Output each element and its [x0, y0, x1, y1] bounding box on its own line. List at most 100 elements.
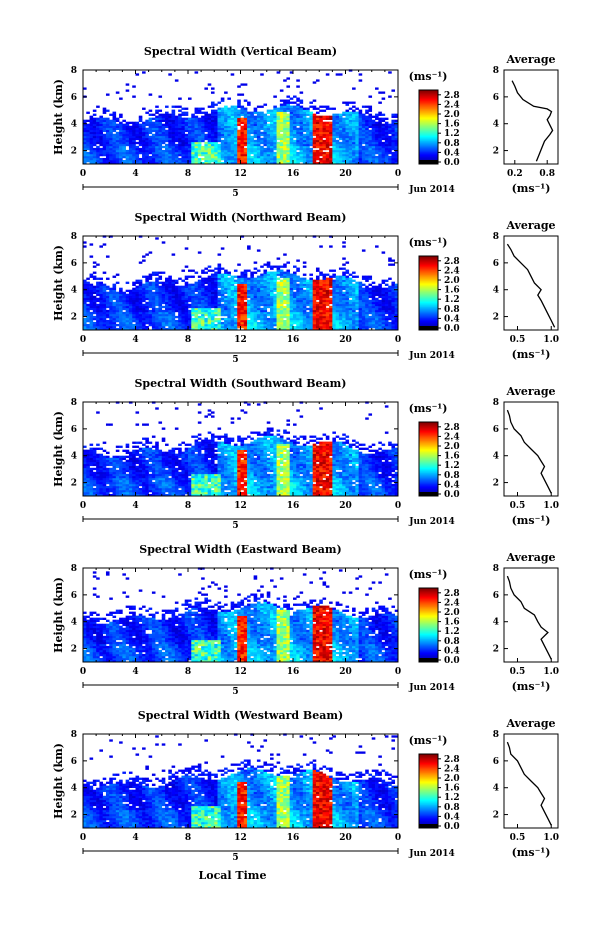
heatmap-cell [250, 277, 254, 280]
heatmap-cell [83, 131, 87, 135]
heatmap-cell [289, 137, 294, 141]
heatmap-cell [312, 141, 317, 145]
heatmap-cell [296, 313, 300, 317]
heatmap-cell [204, 303, 208, 307]
heatmap-cell [253, 279, 258, 282]
heatmap-cell [237, 301, 241, 305]
heatmap-cell [319, 273, 323, 276]
heatmap-cell [283, 103, 287, 106]
heatmap-cell [322, 129, 327, 133]
heatmap-cell [371, 151, 376, 155]
heatmap-cell [365, 317, 369, 321]
heatmap-cell [329, 315, 333, 319]
heatmap-cell [306, 159, 310, 163]
heatmap-cell [220, 139, 225, 143]
heatmap-cell [161, 283, 166, 286]
heatmap-cell [329, 133, 333, 137]
heatmap-cell [391, 119, 396, 122]
heatmap-cell [220, 323, 225, 327]
heatmap-cell [86, 141, 90, 145]
heatmap-cell [283, 311, 287, 315]
heatmap-cell [243, 119, 248, 122]
heatmap-cell [158, 113, 163, 116]
heatmap-cell [335, 161, 340, 165]
heatmap-cell [227, 307, 231, 311]
heatmap-cell [168, 141, 172, 145]
heatmap-cell [240, 155, 245, 159]
heatmap-cell [102, 315, 107, 319]
heatmap-cell [293, 309, 297, 313]
heatmap-cell [358, 147, 363, 151]
heatmap-cell [306, 313, 310, 317]
heatmap-cell [142, 141, 146, 145]
heatmap-cell [365, 321, 369, 325]
heatmap-cell [283, 305, 287, 309]
heatmap-cell [312, 149, 317, 153]
heatmap-cell [247, 307, 251, 311]
heatmap-cell [342, 119, 346, 122]
heatmap-cell [240, 109, 245, 112]
heatmap-cell [309, 139, 313, 143]
heatmap-cell [210, 283, 215, 286]
heatmap-cell [109, 159, 113, 163]
heatmap-cell [224, 309, 228, 313]
heatmap-cell [220, 283, 225, 286]
heatmap-cell [378, 141, 382, 145]
heatmap-cell [132, 293, 136, 297]
heatmap-cell [306, 153, 310, 157]
heatmap-cell [296, 123, 300, 127]
heatmap-cell [102, 319, 107, 323]
heatmap-cell [250, 159, 254, 163]
heatmap-cell [263, 121, 268, 125]
heatmap-cell [214, 131, 218, 135]
heatmap-cell [168, 289, 172, 293]
heatmap-cell [384, 149, 389, 153]
heatmap-cell [368, 95, 373, 98]
heatmap-cell [102, 157, 107, 161]
heatmap-cell [191, 159, 195, 163]
heatmap-cell [204, 285, 208, 288]
heatmap-cell [148, 113, 153, 116]
heatmap-cell [361, 275, 366, 278]
heatmap-cell [233, 133, 238, 137]
heatmap-cell [325, 105, 330, 108]
heatmap-cell [296, 137, 300, 141]
heatmap-cell [171, 121, 176, 125]
heatmap-cell [329, 123, 333, 127]
heatmap-cell [322, 153, 327, 157]
heatmap-cell [253, 277, 258, 280]
heatmap-cell [158, 287, 163, 291]
heatmap-cell [201, 325, 205, 329]
heatmap-cell [237, 123, 241, 127]
heatmap-cell [296, 117, 300, 120]
heatmap-cell [286, 299, 291, 303]
heatmap-cell [210, 291, 215, 295]
heatmap-cell [309, 293, 313, 297]
heatmap-cell [358, 285, 363, 288]
heatmap-cell [237, 111, 241, 114]
heatmap-cell [158, 109, 163, 112]
heatmap-cell [138, 149, 143, 153]
heatmap-cell [384, 157, 389, 161]
heatmap-cell [230, 325, 235, 329]
heatmap-cell [220, 125, 225, 129]
average-x-label: (ms⁻¹) [512, 182, 551, 195]
colorbar-zero [419, 160, 438, 164]
heatmap-cell [86, 119, 90, 122]
heatmap-cell [105, 297, 110, 301]
heatmap-cell [197, 287, 202, 291]
heatmap-cell [125, 135, 130, 139]
heatmap-cell [112, 157, 117, 161]
heatmap-cell [361, 325, 366, 329]
heatmap-cell [263, 311, 268, 315]
heatmap-cell [338, 143, 343, 147]
heatmap-cell [132, 315, 136, 319]
heatmap-cell [109, 299, 113, 303]
heatmap-cell [266, 135, 271, 139]
heatmap-cell [237, 119, 241, 122]
heatmap-cell [142, 315, 146, 319]
heatmap-cell [365, 287, 369, 291]
heatmap-cell [99, 305, 103, 309]
heatmap-cell [128, 295, 133, 299]
heatmap-cell [345, 279, 350, 282]
